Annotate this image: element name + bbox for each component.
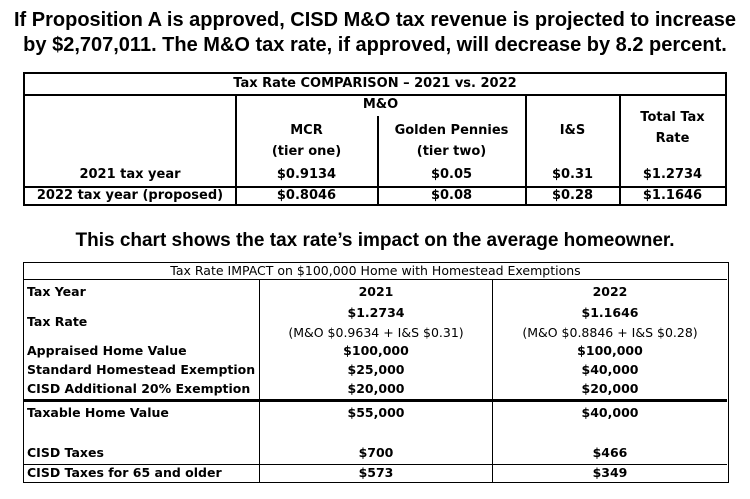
row-2022-label: 2022 tax year (proposed) <box>36 188 224 203</box>
cisd-taxes-label: CISD Taxes <box>27 445 104 460</box>
row-2021-is: $0.31 <box>551 167 594 182</box>
homestead-exemption-label: Standard Homestead Exemption <box>27 362 256 377</box>
cisd-taxes-2021: $700 <box>358 445 394 460</box>
additional-exemption-label: CISD Additional 20% Exemption <box>27 381 251 396</box>
col-total-rate-header: Total Tax Rate <box>640 110 705 146</box>
cisd-taxes-65-2021: $573 <box>358 465 394 480</box>
taxable-value-label: Taxable Home Value <box>27 405 169 420</box>
cisd-taxes-65-2022: $349 <box>592 465 628 480</box>
cisd-taxes-2022: $466 <box>592 445 628 460</box>
appraised-value-2021: $100,000 <box>343 343 409 358</box>
tax-year-2022: 2022 <box>592 284 628 299</box>
col-mcr-header: MCR (tier one) <box>271 123 342 159</box>
taxable-value-2021: $55,000 <box>347 405 405 420</box>
row-2021-mcr: $0.9134 <box>276 167 337 182</box>
row-2021-total: $1.2734 <box>642 167 703 182</box>
comparison-title: Tax Rate COMPARISON – 2021 vs. 2022 <box>233 76 517 91</box>
additional-exemption-2021: $20,000 <box>347 381 405 396</box>
tax-rate-label: Tax Rate <box>27 314 88 329</box>
impact-title: Tax Rate IMPACT on $100,000 Home with Ho… <box>170 263 581 278</box>
mo-group-header: M&O <box>362 97 399 112</box>
additional-exemption-2022: $20,000 <box>581 381 639 396</box>
headline-line-2: by $2,707,011. The M&O tax rate, if appr… <box>23 34 727 56</box>
homestead-exemption-2022: $40,000 <box>581 362 639 377</box>
tax-rate-2022: $1.1646 (M&O $0.8846 + I&S $0.28) <box>522 305 698 340</box>
row-2022-is: $0.28 <box>551 188 594 203</box>
row-2022-total: $1.1646 <box>642 188 703 203</box>
tax-rate-2021: $1.2734 (M&O $0.9634 + I&S $0.31) <box>288 305 464 340</box>
appraised-value-label: Appraised Home Value <box>27 343 187 358</box>
homestead-exemption-2021: $25,000 <box>347 362 405 377</box>
row-2022-mcr: $0.8046 <box>276 188 337 203</box>
headline: If Proposition A is approved, CISD M&O t… <box>0 8 750 58</box>
row-2021-label: 2021 tax year <box>79 167 181 182</box>
row-2021-golden: $0.05 <box>430 167 473 182</box>
col-golden-pennies-header: Golden Pennies (tier two) <box>394 123 509 159</box>
impact-table: Tax Rate IMPACT on $100,000 Home with Ho… <box>23 262 729 483</box>
tax-year-2021: 2021 <box>358 284 394 299</box>
appraised-value-2022: $100,000 <box>577 343 643 358</box>
comparison-table: Tax Rate COMPARISON – 2021 vs. 2022 M&O … <box>23 72 727 206</box>
col-is-header: I&S <box>559 123 586 138</box>
row-2022-golden: $0.08 <box>430 188 473 203</box>
chart-subhead: This chart shows the tax rate’s impact o… <box>75 230 675 251</box>
tax-year-label: Tax Year <box>27 284 86 299</box>
headline-line-1: If Proposition A is approved, CISD M&O t… <box>13 9 737 31</box>
taxable-value-2022: $40,000 <box>581 405 639 420</box>
cisd-taxes-65-label: CISD Taxes for 65 and older <box>27 465 222 480</box>
